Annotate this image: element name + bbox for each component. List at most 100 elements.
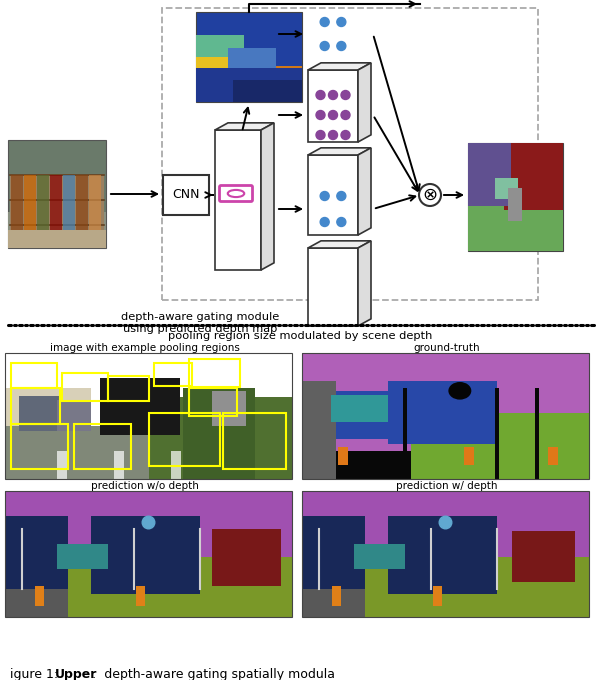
Bar (196, 35, 244, 57)
Circle shape (419, 184, 441, 206)
Circle shape (320, 18, 329, 27)
Bar (19, 396, 63, 431)
Bar (63, 373, 108, 401)
Bar (330, 394, 388, 422)
Bar (188, 359, 240, 387)
Bar (24, 175, 36, 245)
Bar (8, 140, 106, 248)
Circle shape (337, 41, 346, 50)
Bar (108, 375, 149, 401)
Bar (504, 143, 563, 210)
Bar (5, 551, 292, 617)
Bar (302, 491, 589, 617)
Bar (8, 230, 106, 248)
Bar (172, 452, 181, 479)
Circle shape (142, 516, 155, 529)
Bar (241, 66, 302, 102)
Text: prediction w/o depth: prediction w/o depth (91, 481, 199, 491)
Bar (535, 388, 539, 479)
Text: $\otimes$: $\otimes$ (422, 186, 438, 204)
Bar (183, 388, 255, 479)
Polygon shape (358, 63, 371, 142)
Bar (50, 175, 62, 245)
Circle shape (320, 218, 329, 226)
Bar (465, 447, 474, 465)
Bar (388, 516, 497, 594)
Bar (228, 48, 276, 68)
Bar (196, 68, 302, 102)
Circle shape (316, 110, 325, 120)
Bar (508, 188, 522, 221)
Bar (468, 143, 510, 205)
Circle shape (329, 131, 338, 139)
Circle shape (320, 41, 329, 50)
Bar (154, 363, 191, 386)
Polygon shape (308, 63, 371, 70)
Bar (223, 413, 287, 469)
Text: igure 1:: igure 1: (10, 668, 66, 680)
Text: ground-truth: ground-truth (414, 343, 480, 353)
Bar (11, 424, 68, 469)
Bar (36, 586, 45, 607)
Bar (433, 586, 442, 607)
Bar (5, 426, 292, 479)
Text: pooling region size modulated by scene depth: pooling region size modulated by scene d… (168, 331, 432, 341)
Bar (337, 391, 388, 439)
Bar (196, 12, 302, 102)
Circle shape (337, 192, 346, 201)
Polygon shape (308, 148, 371, 155)
Circle shape (337, 218, 346, 226)
Bar (338, 447, 348, 465)
Bar (5, 388, 91, 479)
Circle shape (439, 516, 452, 529)
Bar (196, 52, 254, 102)
Bar (468, 199, 520, 251)
Polygon shape (308, 70, 358, 142)
Bar (302, 491, 589, 617)
Bar (5, 516, 68, 590)
Polygon shape (215, 123, 274, 130)
Bar (411, 413, 589, 479)
Text: CNN: CNN (172, 188, 200, 201)
Bar (57, 400, 91, 431)
Bar (302, 516, 365, 590)
Bar (212, 391, 246, 426)
Circle shape (341, 131, 350, 139)
Bar (302, 491, 589, 556)
Bar (76, 175, 88, 245)
Text: prediction w/ depth: prediction w/ depth (396, 481, 498, 491)
Bar (5, 491, 292, 617)
Polygon shape (308, 248, 358, 326)
Polygon shape (215, 130, 261, 270)
Bar (388, 381, 497, 444)
Circle shape (329, 110, 338, 120)
Bar (8, 212, 106, 248)
Bar (468, 205, 563, 251)
Bar (11, 175, 23, 245)
Bar (136, 586, 145, 607)
Polygon shape (358, 148, 371, 235)
Bar (11, 363, 57, 388)
Bar (495, 388, 499, 479)
Bar (89, 175, 101, 245)
Bar (91, 516, 200, 594)
Bar (302, 353, 589, 479)
Bar (5, 491, 292, 617)
Circle shape (329, 90, 338, 99)
Bar (100, 378, 180, 435)
Bar (403, 388, 408, 479)
Polygon shape (308, 241, 371, 248)
Bar (548, 447, 557, 465)
Bar (302, 381, 337, 479)
Bar (302, 353, 589, 479)
Circle shape (341, 110, 350, 120)
Ellipse shape (448, 382, 471, 400)
Bar (162, 8, 538, 300)
Bar (149, 413, 220, 466)
Polygon shape (308, 155, 358, 235)
Bar (188, 388, 237, 416)
Text: :  depth-aware gating spatially modula: : depth-aware gating spatially modula (92, 668, 335, 680)
Polygon shape (261, 123, 274, 270)
Bar (57, 452, 67, 479)
Circle shape (337, 18, 346, 27)
